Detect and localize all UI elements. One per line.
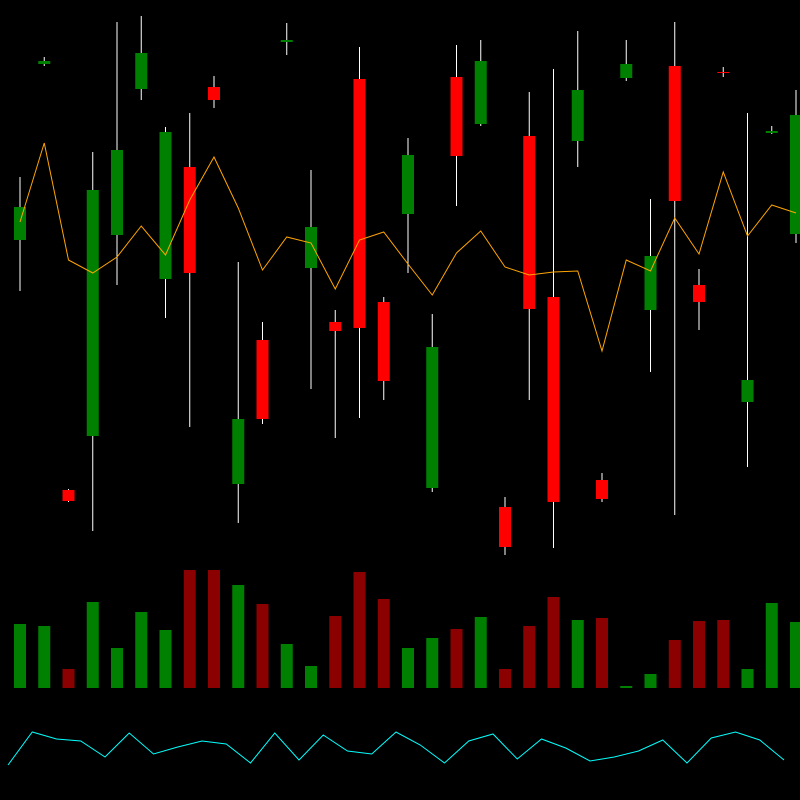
candle-body [256,340,269,419]
candle-body [668,66,681,201]
candle-body [765,131,778,133]
candle-body [14,207,26,240]
candle-body [329,322,342,331]
candle-body [644,256,657,310]
volume-bar [596,618,608,688]
volume-bar [377,599,390,688]
candle-body [280,40,293,42]
volume-bar [86,602,99,688]
candle-body [499,507,511,547]
candle-body [159,132,172,279]
volume-bar [329,616,342,688]
indicator-line [7,731,785,766]
candle-body [693,285,705,302]
moving-average-line [19,142,797,353]
volume-bar [426,638,439,688]
candle-body [620,64,633,78]
candle-body [232,419,245,484]
candle-body [62,490,75,501]
volume-bar [159,630,172,688]
candle-body [111,150,123,235]
volume-bar [668,640,681,688]
volume-bar [571,620,584,688]
candle-body [305,227,317,268]
candle-body [523,136,536,309]
volume-bar [474,617,487,688]
volume-bar [111,648,123,688]
candle-body [450,77,463,156]
candle-body [377,302,390,381]
volume-bar [183,570,196,688]
volume-bar [741,669,754,688]
volume-bar [62,669,75,688]
candle-body [571,90,584,141]
candle-body [86,190,99,436]
candle-body [717,72,730,73]
volume-bar [644,674,657,688]
volume-bar [38,626,51,688]
candle-body [135,53,148,89]
candle-body [183,167,196,273]
candle-body [353,79,366,328]
volume-bar [208,570,220,688]
candle-body [208,87,220,100]
volume-bar [499,669,511,688]
volume-bar [717,620,730,688]
candle-body [402,155,414,214]
volume-bar [256,604,269,688]
volume-bar [523,626,536,688]
volume-bar [693,621,705,688]
candle-body [474,61,487,124]
candle-body [741,380,754,402]
volume-bar [547,597,560,688]
volume-bar [450,629,463,688]
candle-body [38,61,51,64]
volume-bar [402,648,414,688]
candle-body [790,115,800,234]
candle-body [547,297,560,502]
volume-bar [232,585,245,688]
candle-body [426,347,439,488]
volume-bar [280,644,293,688]
volume-bar [14,624,26,688]
volume-bar [305,666,317,688]
volume-bar [790,622,800,688]
volume-bar [135,612,148,688]
candle-body [596,480,608,499]
volume-bar [353,572,366,688]
volume-bar [765,603,778,688]
volume-bar [620,686,633,688]
